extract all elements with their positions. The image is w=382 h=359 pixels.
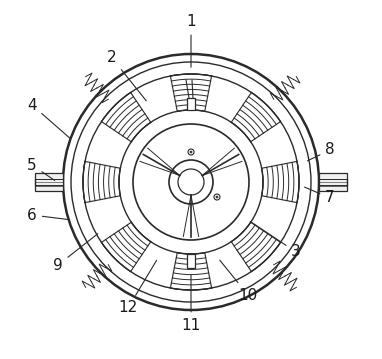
Text: 11: 11 xyxy=(181,275,201,332)
Text: 4: 4 xyxy=(27,98,70,138)
Text: 8: 8 xyxy=(308,143,335,161)
Text: 2: 2 xyxy=(107,51,146,101)
Text: 3: 3 xyxy=(250,222,301,260)
Text: 9: 9 xyxy=(53,234,98,272)
Circle shape xyxy=(214,194,220,200)
Text: 10: 10 xyxy=(220,260,257,303)
Text: 1: 1 xyxy=(186,14,196,67)
Text: 5: 5 xyxy=(27,158,55,181)
Text: 6: 6 xyxy=(27,208,69,223)
Text: 7: 7 xyxy=(304,187,335,205)
Text: 12: 12 xyxy=(118,260,157,316)
Circle shape xyxy=(216,196,218,198)
Circle shape xyxy=(188,149,194,155)
Bar xyxy=(187,254,195,268)
Bar xyxy=(319,173,347,191)
Bar xyxy=(35,173,63,191)
Circle shape xyxy=(190,151,192,153)
Bar xyxy=(187,98,195,110)
